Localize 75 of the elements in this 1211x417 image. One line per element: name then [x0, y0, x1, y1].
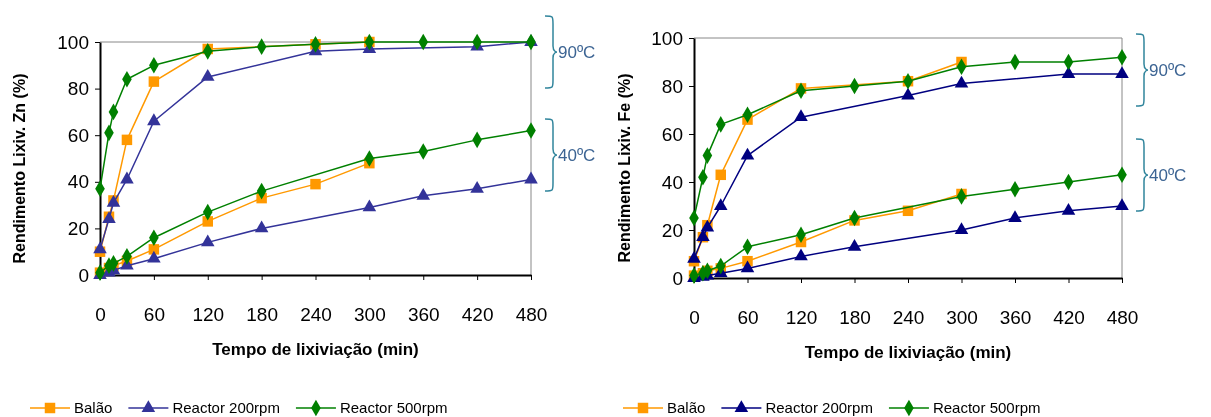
y-tick-label: 0 [78, 264, 89, 286]
y-tick-label: 40 [661, 171, 683, 193]
legend-label: Reactor 500rpm [932, 399, 1041, 416]
point [847, 238, 862, 251]
point [954, 222, 969, 234]
point [1115, 66, 1129, 78]
x-tick-label: 60 [143, 304, 165, 326]
point [120, 171, 134, 184]
legend-label: Reactor 500rpm [339, 399, 448, 416]
y-axis-title: Rendimento Lixiv. Fe (%) [616, 73, 633, 263]
text: 90ºC [1149, 61, 1187, 80]
point [147, 113, 161, 126]
point [121, 134, 133, 146]
x-tick-label: 360 [407, 304, 440, 326]
x-tick-label: 60 [737, 307, 759, 329]
y-tick-label: 80 [661, 75, 683, 97]
x-tick-label: 0 [689, 307, 700, 329]
x-tick-label: 480 [515, 304, 548, 326]
legend-label: Balão [667, 399, 706, 416]
point [470, 180, 484, 193]
y-tick-label: 0 [672, 267, 683, 289]
x-tick-label: 180 [246, 304, 278, 326]
x-tick-label: 420 [1053, 307, 1085, 329]
x-axis-title: Tempo de lixiviação (min) [804, 343, 1012, 362]
point [147, 250, 161, 263]
y-tick-label: 80 [67, 78, 89, 100]
y-tick-label: 100 [651, 27, 683, 49]
point [740, 147, 755, 160]
text: 90ºC [558, 43, 596, 62]
x-tick-label: 240 [892, 307, 925, 329]
point [310, 178, 321, 190]
y-tick-label: 40 [67, 171, 89, 193]
legend-label: Reactor 200rpm [765, 399, 873, 416]
point [93, 241, 107, 254]
point [1115, 198, 1129, 210]
point [901, 87, 915, 100]
x-tick-label: 240 [300, 304, 332, 326]
point [200, 234, 215, 247]
x-tick-label: 300 [354, 304, 386, 326]
y-axis-title: Rendimento Lixiv. Zn (%) [11, 73, 28, 264]
y-tick-label: 60 [661, 123, 683, 145]
x-tick-label: 120 [192, 304, 225, 326]
x-axis-title: Tempo de lixiviação (min) [212, 340, 419, 359]
x-tick-label: 480 [1106, 307, 1139, 329]
point [954, 75, 969, 88]
y-tick-label: 100 [57, 31, 89, 53]
y-tick-label: 20 [661, 219, 683, 241]
x-tick-label: 420 [461, 304, 494, 326]
point [740, 260, 755, 273]
point [687, 250, 701, 263]
point [715, 169, 726, 181]
point [1061, 202, 1076, 215]
point [524, 171, 538, 184]
y-tick-label: 60 [67, 124, 89, 146]
x-tick-label: 360 [999, 307, 1032, 329]
point [794, 248, 808, 261]
x-tick-label: 300 [946, 307, 978, 329]
point [202, 216, 213, 227]
x-tick-label: 120 [785, 307, 818, 329]
point [1008, 210, 1022, 222]
point [200, 69, 215, 81]
point [148, 76, 160, 87]
point [416, 187, 431, 200]
point [1061, 66, 1076, 78]
y-tick-label: 20 [67, 217, 89, 239]
point [713, 198, 728, 210]
point [362, 199, 377, 212]
x-tick-label: 0 [95, 304, 106, 326]
point [794, 109, 808, 122]
point [254, 220, 269, 233]
legend-label: Reactor 200rpm [172, 399, 280, 416]
legend-label: Balão [74, 399, 113, 416]
text: 40ºC [1149, 166, 1187, 185]
text: 40ºC [558, 146, 596, 165]
x-tick-label: 180 [839, 307, 871, 329]
